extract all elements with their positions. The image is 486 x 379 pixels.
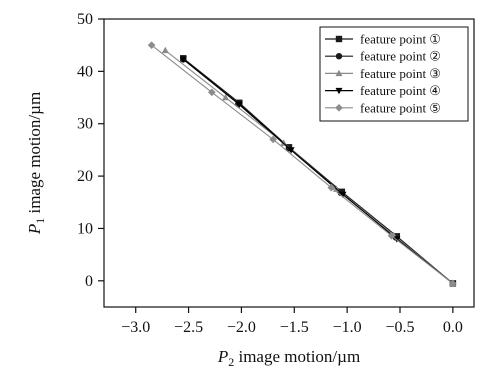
legend-label-1: feature point ① [360,32,441,47]
data-point-series-4-3 [287,147,295,154]
data-point-series-5-5 [387,231,396,240]
data-point-series-5-1 [147,41,156,50]
series-line-5 [151,44,454,284]
x-axis-title: P2 image motion/µm [217,347,360,369]
y-tick-label: 50 [77,11,93,28]
x-tick-label: −2.5 [174,319,203,336]
legend-marker-1 [335,35,343,43]
legend-label-3: feature point ③ [360,66,441,81]
legend-label-4: feature point ④ [360,83,441,98]
y-tick-label: 40 [77,63,93,80]
x-tick-label: 0.0 [443,319,463,336]
x-tick-label: −1.5 [280,319,309,336]
plot-layer [147,41,457,288]
legend-marker-2 [335,53,343,60]
data-point-series-5-4 [327,183,336,192]
x-tick-label: −0.5 [385,319,414,336]
x-tick-label: −1.0 [333,319,362,336]
y-tick-label: 0 [85,273,93,290]
data-point-series-3-1 [161,46,169,54]
data-point-series-4-1 [179,56,187,63]
legend-label-2: feature point ② [360,49,441,64]
axis-layer: −3.0 −2.5 −2.0 −1.5 −1.0 −0.5 0.0 0 10 20 30 40 50 P2… [25,11,475,369]
data-point-series-4-2 [235,101,243,109]
x-tick-label: −3.0 [121,319,150,336]
data-point-series-5-3 [269,135,277,144]
series-line-4 [182,58,454,284]
y-tick-label: 20 [77,168,93,185]
legend-marker-5 [335,103,343,112]
legend-label-5: feature point ⑤ [360,100,441,115]
series-line-1 [182,57,454,284]
legend-marker-3 [335,69,343,77]
data-point-series-4-4 [339,191,347,199]
legend: feature point ① feature point ② feature po… [319,26,469,122]
x-tick-label: −2.0 [227,319,256,336]
y-axis-title: P1 image motion/µm [25,92,47,235]
y-tick-label: 10 [77,220,93,237]
data-point-series-5-2 [207,88,216,97]
data-point-series-3-2 [222,93,230,101]
legend-marker-4 [335,87,343,95]
y-tick-label: 30 [77,116,93,133]
data-point-series-5-6 [449,279,457,288]
plot-frame [103,18,475,308]
